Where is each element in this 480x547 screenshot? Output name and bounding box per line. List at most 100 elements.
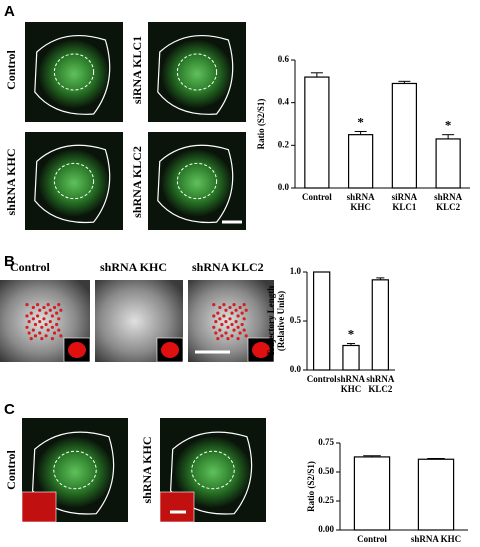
cell-outline [157, 34, 234, 115]
y-tick-label: 0.00 [318, 524, 334, 534]
x-tick-label: Control [357, 534, 387, 544]
y-tick-label: 0.25 [318, 495, 334, 505]
trajectory [232, 328, 236, 332]
image-label: shRNA KHC [100, 260, 167, 274]
image-label: Control [4, 49, 18, 89]
trajectory [33, 322, 38, 327]
trajectory [44, 311, 48, 315]
trajectory [226, 337, 230, 341]
trajectory [33, 334, 38, 338]
trajectory [27, 320, 31, 324]
trajectory [222, 314, 226, 318]
trajectory [224, 320, 228, 324]
trajectory [31, 328, 35, 332]
trajectory [40, 337, 44, 341]
trajectory [42, 305, 46, 310]
cell [161, 149, 233, 217]
bar [353, 456, 391, 531]
trajectory [50, 337, 55, 341]
trajectory [48, 308, 52, 312]
trajectory [38, 331, 42, 335]
x-tick-label: shRNA KHC [411, 534, 461, 544]
trajectory [27, 331, 31, 335]
cell-outline [157, 144, 234, 224]
y-tick-label: 0.0 [290, 364, 302, 374]
trajectory [35, 303, 40, 307]
trajectory [212, 325, 216, 329]
trajectory [240, 322, 244, 327]
trajectory [52, 331, 57, 335]
nucleus-outline [53, 53, 95, 91]
x-tick-label: shRNA KLC2 [434, 192, 463, 212]
trajectory [236, 337, 240, 341]
nucleus-outline [176, 162, 218, 200]
trajectory [242, 303, 246, 307]
trajectory [59, 308, 63, 312]
trajectory [236, 325, 240, 329]
trajectory [232, 303, 236, 307]
bar [347, 134, 374, 189]
panel-letter: A [4, 3, 15, 20]
trajectory [216, 311, 220, 315]
y-tick-label: 0.75 [318, 437, 334, 447]
trajectory [236, 314, 240, 318]
x-tick-label: shRNA KHC [337, 374, 366, 394]
image-label: shRNA KHC [140, 436, 154, 503]
trajectory [244, 308, 248, 312]
trajectory [46, 303, 50, 307]
y-tick-label: 0.0 [278, 182, 290, 192]
cell [161, 40, 233, 108]
inset-nucleus [161, 342, 179, 358]
trajectory [214, 331, 218, 335]
cell [38, 40, 110, 108]
cell-outline [34, 34, 111, 115]
cell [36, 436, 114, 508]
trajectory [59, 334, 63, 338]
nucleus-outline [53, 450, 97, 490]
trajectory [38, 320, 42, 324]
cell [174, 436, 252, 508]
bar [313, 271, 331, 371]
bar [391, 82, 418, 189]
panel-letter: C [4, 401, 15, 418]
trajectory [44, 334, 48, 338]
bar [304, 76, 330, 189]
y-axis-label: Trajectory Length(Relative Units) [266, 286, 286, 357]
trajectory [244, 334, 248, 338]
cell [38, 149, 110, 217]
trajectory [31, 317, 35, 321]
trajectory [230, 334, 234, 338]
trajectory [234, 308, 238, 312]
trajectory [44, 322, 48, 327]
trajectory [218, 328, 222, 332]
trajectory [220, 334, 224, 338]
y-tick-label: 0.6 [278, 54, 290, 64]
trajectory [230, 322, 234, 327]
trajectory [48, 320, 52, 324]
trajectory [31, 305, 35, 310]
trajectory [50, 325, 55, 329]
trajectory [242, 328, 246, 332]
y-tick-label: 0.2 [278, 139, 290, 149]
trajectory [216, 337, 220, 341]
image-label: siRNA KLC1 [130, 36, 144, 104]
bar [417, 458, 455, 531]
trajectory [220, 322, 224, 327]
inset-nucleus [68, 342, 86, 358]
significance: * [357, 114, 364, 129]
trajectory [46, 328, 50, 332]
trajectory [238, 305, 242, 310]
y-tick-label: 0.50 [318, 466, 334, 476]
trajectory [238, 331, 242, 335]
image-label: shRNA KLC2 [130, 146, 144, 218]
trajectory [35, 314, 40, 318]
y-axis-label: Ratio (S2/S1) [256, 99, 266, 150]
bar [342, 344, 360, 371]
trajectory [212, 303, 216, 307]
panel-letter: B [4, 253, 15, 270]
trajectory [40, 325, 44, 329]
x-tick-label: siRNA KLC1 [392, 192, 418, 212]
inset-nucleus [252, 342, 270, 358]
trajectory [224, 331, 228, 335]
